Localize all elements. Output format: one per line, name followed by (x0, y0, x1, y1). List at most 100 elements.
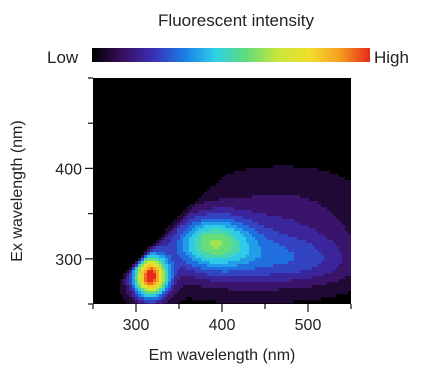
contour-cell (258, 171, 262, 175)
contour-cell (255, 300, 259, 304)
contour-cell (246, 291, 250, 295)
contour-cell (315, 219, 319, 223)
contour-cell (159, 255, 163, 259)
contour-cell (279, 234, 283, 238)
contour-cell (219, 294, 223, 298)
contour-cell (345, 177, 349, 181)
contour-cell (201, 252, 205, 256)
contour-cell (219, 180, 223, 184)
contour-cell (300, 216, 304, 220)
contour-cell (150, 279, 154, 283)
contour-cell (291, 285, 295, 289)
contour-cell (183, 291, 187, 295)
contour-cell (282, 237, 286, 241)
contour-cell (342, 183, 346, 187)
contour-cell (306, 291, 310, 295)
contour-cell (279, 270, 283, 274)
contour-cell (342, 210, 346, 214)
contour-cell (225, 183, 229, 187)
contour-cell (177, 264, 181, 268)
contour-cell (213, 240, 217, 244)
contour-cell (207, 276, 211, 280)
contour-cell (204, 198, 208, 202)
contour-cell (240, 195, 244, 199)
contour-cell (339, 189, 343, 193)
contour-cell (312, 219, 316, 223)
contour-cell (228, 180, 232, 184)
contour-cell (348, 246, 351, 250)
contour-cell (327, 192, 331, 196)
contour-cell (321, 273, 325, 277)
contour-cell (228, 234, 232, 238)
contour-cell (159, 261, 163, 265)
contour-cell (243, 291, 247, 295)
contour-cell (186, 249, 190, 253)
contour-cell (162, 294, 166, 298)
contour-cell (306, 192, 310, 196)
contour-cell (243, 174, 247, 178)
contour-cell (297, 231, 301, 235)
contour-cell (201, 279, 205, 283)
contour-cell (321, 279, 325, 283)
contour-cell (276, 234, 280, 238)
contour-cell (252, 174, 256, 178)
contour-cell (213, 198, 217, 202)
contour-cell (291, 240, 295, 244)
contour-cell (198, 213, 202, 217)
contour-cell (162, 273, 166, 277)
contour-cell (255, 237, 259, 241)
contour-cell (237, 180, 241, 184)
contour-cell (159, 252, 163, 256)
contour-cell (330, 198, 334, 202)
contour-cell (162, 285, 166, 289)
contour-cell (312, 186, 316, 190)
contour-cell (306, 204, 310, 208)
contour-cell (291, 171, 295, 175)
contour-cell (192, 258, 196, 262)
contour-cell (204, 261, 208, 265)
contour-cell (213, 288, 217, 292)
contour-cell (225, 198, 229, 202)
contour-cell (276, 297, 280, 301)
contour-cell (312, 171, 316, 175)
contour-cell (243, 177, 247, 181)
contour-cell (186, 264, 190, 268)
contour-cell (159, 282, 163, 286)
contour-cell (156, 276, 160, 280)
contour-cell (339, 285, 343, 289)
contour-cell (306, 246, 310, 250)
contour-cell (300, 282, 304, 286)
contour-cell (192, 231, 196, 235)
contour-cell (186, 276, 190, 280)
contour-cell (231, 231, 235, 235)
contour-cell (234, 207, 238, 211)
contour-cell (165, 303, 169, 304)
contour-cell (345, 222, 349, 226)
contour-cell (333, 234, 337, 238)
contour-cell (273, 198, 277, 202)
contour-cell (336, 246, 340, 250)
contour-cell (279, 246, 283, 250)
contour-cell (339, 198, 343, 202)
contour-cell (234, 261, 238, 265)
contour-cell (153, 282, 157, 286)
contour-cell (309, 270, 313, 274)
contour-cell (345, 240, 349, 244)
contour-cell (249, 255, 253, 259)
x-tick-label: 500 (295, 317, 322, 334)
contour-cell (231, 285, 235, 289)
contour-cell (297, 300, 301, 304)
contour-cell (204, 243, 208, 247)
contour-cell (348, 261, 351, 265)
contour-cell (300, 234, 304, 238)
contour-cell (243, 300, 247, 304)
contour-cell (225, 270, 229, 274)
contour-cell (273, 177, 277, 181)
contour-cell (210, 264, 214, 268)
contour-cell (204, 288, 208, 292)
contour-cell (249, 219, 253, 223)
contour-cell (201, 207, 205, 211)
contour-cell (279, 213, 283, 217)
contour-cell (165, 288, 169, 292)
contour-cell (300, 225, 304, 229)
